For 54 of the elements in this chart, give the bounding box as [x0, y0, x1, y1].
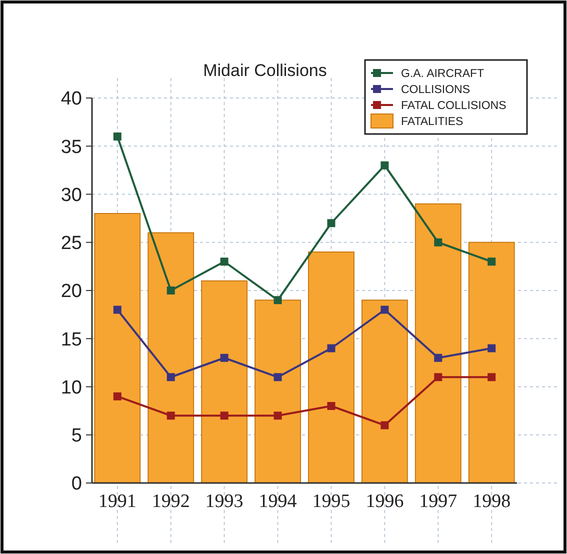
point: [327, 402, 336, 410]
bar: [201, 280, 248, 484]
point: [327, 219, 336, 228]
legend-label: FATAL COLLISIONS: [401, 100, 507, 112]
bar: [254, 300, 301, 484]
point: [380, 161, 389, 170]
point: [113, 132, 122, 140]
x-tick-label: 1992: [152, 491, 190, 512]
point: [327, 344, 336, 352]
point: [488, 344, 496, 352]
legend-label: COLLISIONS: [401, 84, 470, 96]
y-tick-label: 20: [60, 281, 82, 302]
x-tick-label: 1994: [258, 491, 298, 512]
bar: [468, 242, 515, 484]
point: [434, 238, 442, 246]
y-tick-label: 35: [60, 136, 82, 158]
bar: [148, 232, 194, 484]
point: [274, 296, 282, 304]
point: [434, 373, 442, 382]
point: [113, 392, 122, 400]
y-tick-label: 25: [60, 233, 82, 254]
point: [166, 286, 175, 294]
point: [488, 258, 496, 266]
point: [274, 412, 282, 420]
point: [220, 412, 228, 420]
y-tick-label: 40: [60, 88, 82, 110]
bar: [361, 300, 408, 484]
y-tick-label: 5: [71, 426, 82, 447]
legend-label: G.A. AIRCRAFT: [401, 68, 484, 80]
chart-title: Midair Collisions: [203, 61, 327, 80]
legend-label: FATALITIES: [401, 116, 464, 128]
x-tick-label: 1991: [98, 491, 136, 512]
bar: [94, 213, 141, 484]
x-tick-label: 1996: [366, 491, 404, 512]
point: [113, 306, 122, 314]
x-tick-label: 1997: [419, 491, 458, 512]
point: [220, 258, 228, 266]
point: [220, 354, 228, 362]
point: [166, 412, 175, 420]
point: [274, 373, 282, 382]
point: [434, 354, 442, 362]
y-tick-label: 30: [60, 184, 82, 206]
bar: [414, 203, 462, 484]
x-tick-label: 1995: [312, 491, 350, 512]
point: [488, 373, 496, 382]
x-tick-label: 1993: [205, 491, 244, 512]
y-tick-label: 0: [71, 474, 82, 495]
y-tick-label: 10: [60, 377, 82, 398]
point: [166, 373, 175, 382]
y-tick-label: 15: [60, 329, 82, 350]
point: [380, 421, 389, 430]
point: [380, 306, 389, 314]
x-tick-label: 1998: [472, 491, 511, 512]
bar: [308, 252, 354, 484]
